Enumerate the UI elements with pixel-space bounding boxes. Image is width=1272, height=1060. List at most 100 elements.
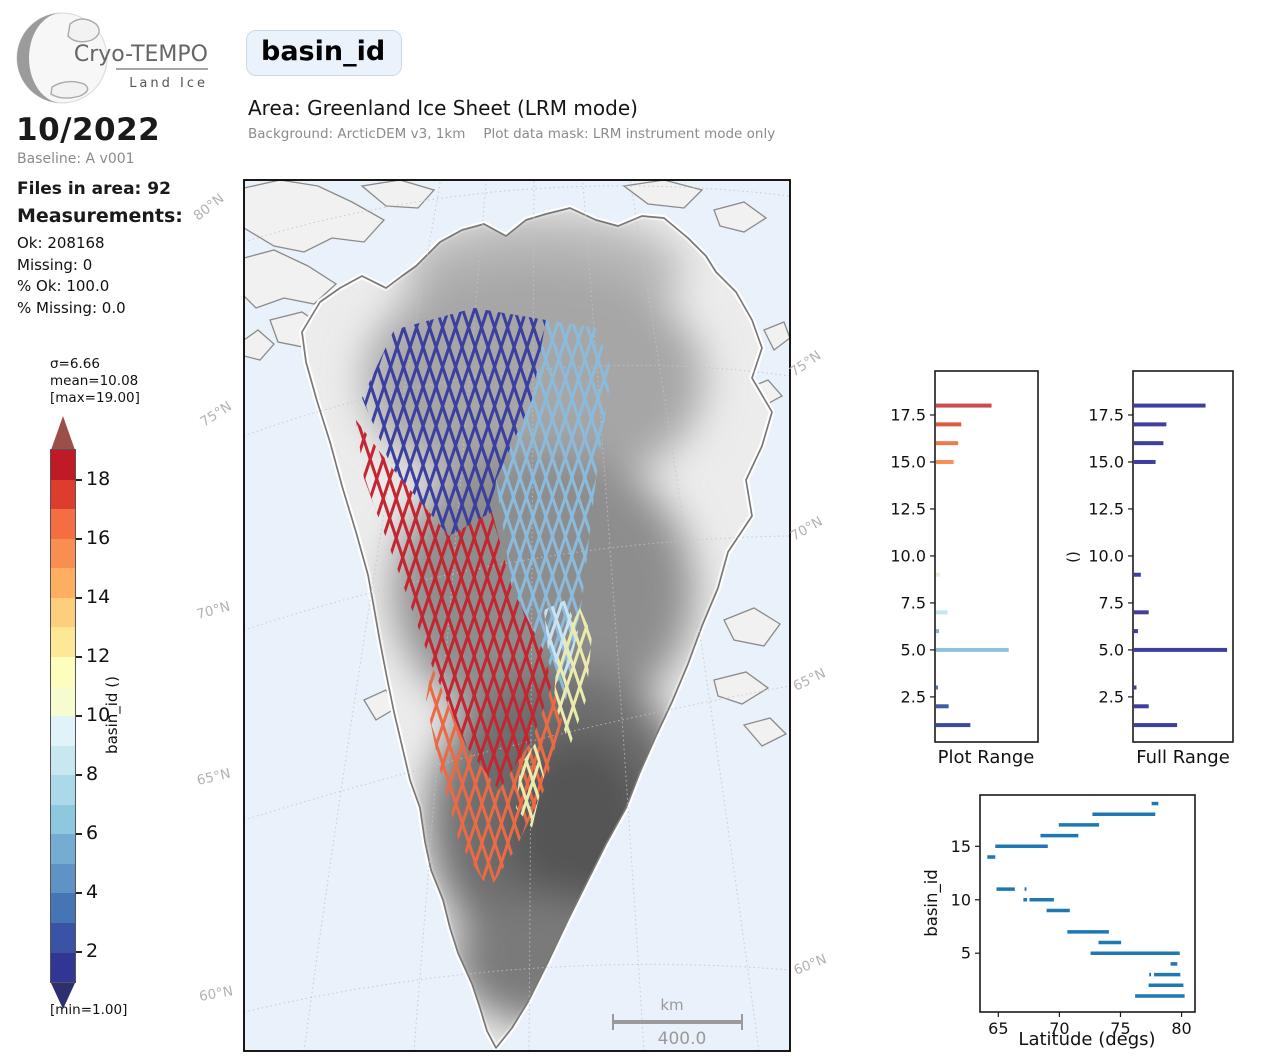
colorbar-tick bbox=[76, 596, 82, 599]
antarctica-icon bbox=[50, 80, 89, 99]
histogram-bar bbox=[936, 610, 948, 615]
track-line bbox=[571, 608, 592, 746]
colorbar-tick bbox=[76, 655, 82, 658]
x-tick-label: 80 bbox=[1171, 1019, 1191, 1038]
histogram-bar bbox=[1134, 441, 1164, 446]
colorbar-band bbox=[51, 656, 75, 687]
colorbar-tick-label: 8 bbox=[86, 763, 99, 786]
colorbar-band bbox=[51, 893, 75, 923]
track-line bbox=[496, 320, 580, 700]
lat-label: 65°N bbox=[195, 766, 232, 789]
colorbar bbox=[50, 449, 76, 983]
lat-label: 60°N bbox=[198, 983, 234, 1005]
histogram-bar bbox=[936, 572, 941, 577]
histogram-bar bbox=[1134, 647, 1228, 652]
y-tick-label: 17.5 bbox=[1088, 405, 1124, 424]
y-tick-label: 10.0 bbox=[1088, 546, 1124, 565]
x-tick-label: 70 bbox=[1049, 1019, 1069, 1038]
lat-label: 75°N bbox=[787, 348, 824, 381]
y-tick-label: 5.0 bbox=[1099, 640, 1124, 659]
y-tick-label: 17.5 bbox=[890, 405, 926, 424]
measurement-missing: Missing: 0 bbox=[17, 255, 93, 274]
y-tick-label: 5 bbox=[961, 944, 971, 963]
colorbar-band bbox=[51, 775, 75, 805]
colorbar-tick-label: 14 bbox=[86, 585, 111, 608]
peripheral-islands bbox=[244, 180, 790, 747]
colorbar-band bbox=[51, 863, 75, 894]
colorbar-band bbox=[51, 509, 75, 539]
colorbar-tick bbox=[76, 892, 82, 895]
y-tick-label: 12.5 bbox=[890, 499, 926, 518]
x-tick-label: 65 bbox=[988, 1019, 1008, 1038]
colorbar-tick-label: 4 bbox=[86, 881, 99, 904]
scale-bar-length: 400.0 bbox=[658, 1029, 707, 1049]
track-line bbox=[362, 308, 418, 536]
colorbar-band bbox=[51, 952, 75, 983]
histogram-bar bbox=[936, 685, 939, 690]
colorbar-band bbox=[51, 538, 75, 569]
scatter-frame bbox=[979, 794, 1196, 1013]
lat-label: 70°N bbox=[788, 514, 825, 545]
histogram-bar bbox=[936, 723, 971, 728]
report-date: 10/2022 bbox=[16, 112, 161, 148]
track-line bbox=[496, 320, 589, 700]
histogram-bar bbox=[936, 629, 940, 634]
full-range-title: Full Range bbox=[1136, 747, 1230, 768]
track-line bbox=[362, 420, 501, 790]
colorbar-tick bbox=[76, 715, 82, 717]
background-note: Background: ArcticDEM v3, 1km bbox=[248, 126, 466, 142]
colorbar-band bbox=[51, 686, 75, 717]
track-line bbox=[417, 308, 509, 536]
colorbar-tick-label: 18 bbox=[86, 467, 111, 490]
colorbar-band bbox=[51, 627, 75, 657]
histogram-bar bbox=[936, 647, 1009, 652]
y-tick-label: 15.0 bbox=[890, 452, 926, 471]
track-line bbox=[519, 308, 546, 536]
track-line bbox=[426, 666, 493, 890]
track-line bbox=[356, 420, 405, 790]
colorbar-min: [min=1.00] bbox=[50, 1002, 128, 1018]
full-range-bars bbox=[1134, 403, 1228, 728]
colorbar-tick-label: 10 bbox=[86, 704, 111, 726]
colorbar-tick-label: 6 bbox=[86, 822, 99, 845]
histogram-bar bbox=[936, 441, 959, 446]
coastline bbox=[301, 207, 773, 1049]
track-line bbox=[496, 320, 576, 700]
cryo-tempo-logo: Cryo-TEMPO Land Ice bbox=[16, 12, 208, 104]
y-tick-label: 10.0 bbox=[890, 546, 926, 565]
measurement-pct-ok: % Ok: 100.0 bbox=[17, 277, 110, 295]
track-line bbox=[362, 308, 431, 536]
track-line bbox=[486, 420, 552, 790]
colorbar-tick bbox=[76, 833, 82, 836]
logo-brand: Cryo-TEMPO bbox=[74, 42, 208, 67]
y-tick-label: 15.0 bbox=[1088, 452, 1124, 471]
track-line bbox=[447, 420, 552, 790]
lat-label: 80°N bbox=[191, 191, 228, 225]
colorbar-tick bbox=[76, 478, 82, 481]
y-tick-label: 12.5 bbox=[1088, 499, 1124, 518]
track-line bbox=[496, 320, 593, 700]
track-line bbox=[554, 608, 582, 746]
full-range-ylabel: () bbox=[1064, 551, 1082, 563]
histogram-bar bbox=[1134, 704, 1149, 709]
measurements-heading: Measurements: bbox=[17, 205, 183, 227]
colorbar-band bbox=[51, 923, 75, 953]
colorbar-stats: σ=6.66 mean=10.08 [max=19.00] bbox=[50, 356, 140, 407]
colorbar-axis-label: basin_id () bbox=[103, 676, 121, 754]
scatter-ylabel: basin_id bbox=[922, 869, 942, 937]
plot-range-title: Plot Range bbox=[938, 747, 1035, 768]
histogram-bar bbox=[1134, 723, 1178, 728]
colorbar-band bbox=[51, 479, 75, 510]
map-frame bbox=[243, 179, 791, 1052]
y-tick-label: 7.5 bbox=[1099, 593, 1124, 612]
colorbar-tick bbox=[76, 774, 82, 777]
area-title: Area: Greenland Ice Sheet (LRM mode) bbox=[248, 96, 638, 120]
x-tick-label: 75 bbox=[1110, 1019, 1130, 1038]
track-line bbox=[389, 308, 481, 536]
track-line bbox=[554, 608, 588, 746]
histogram-bar bbox=[1134, 403, 1206, 408]
colorbar-band bbox=[51, 804, 75, 835]
track-line bbox=[544, 600, 578, 680]
track-line bbox=[426, 666, 458, 890]
